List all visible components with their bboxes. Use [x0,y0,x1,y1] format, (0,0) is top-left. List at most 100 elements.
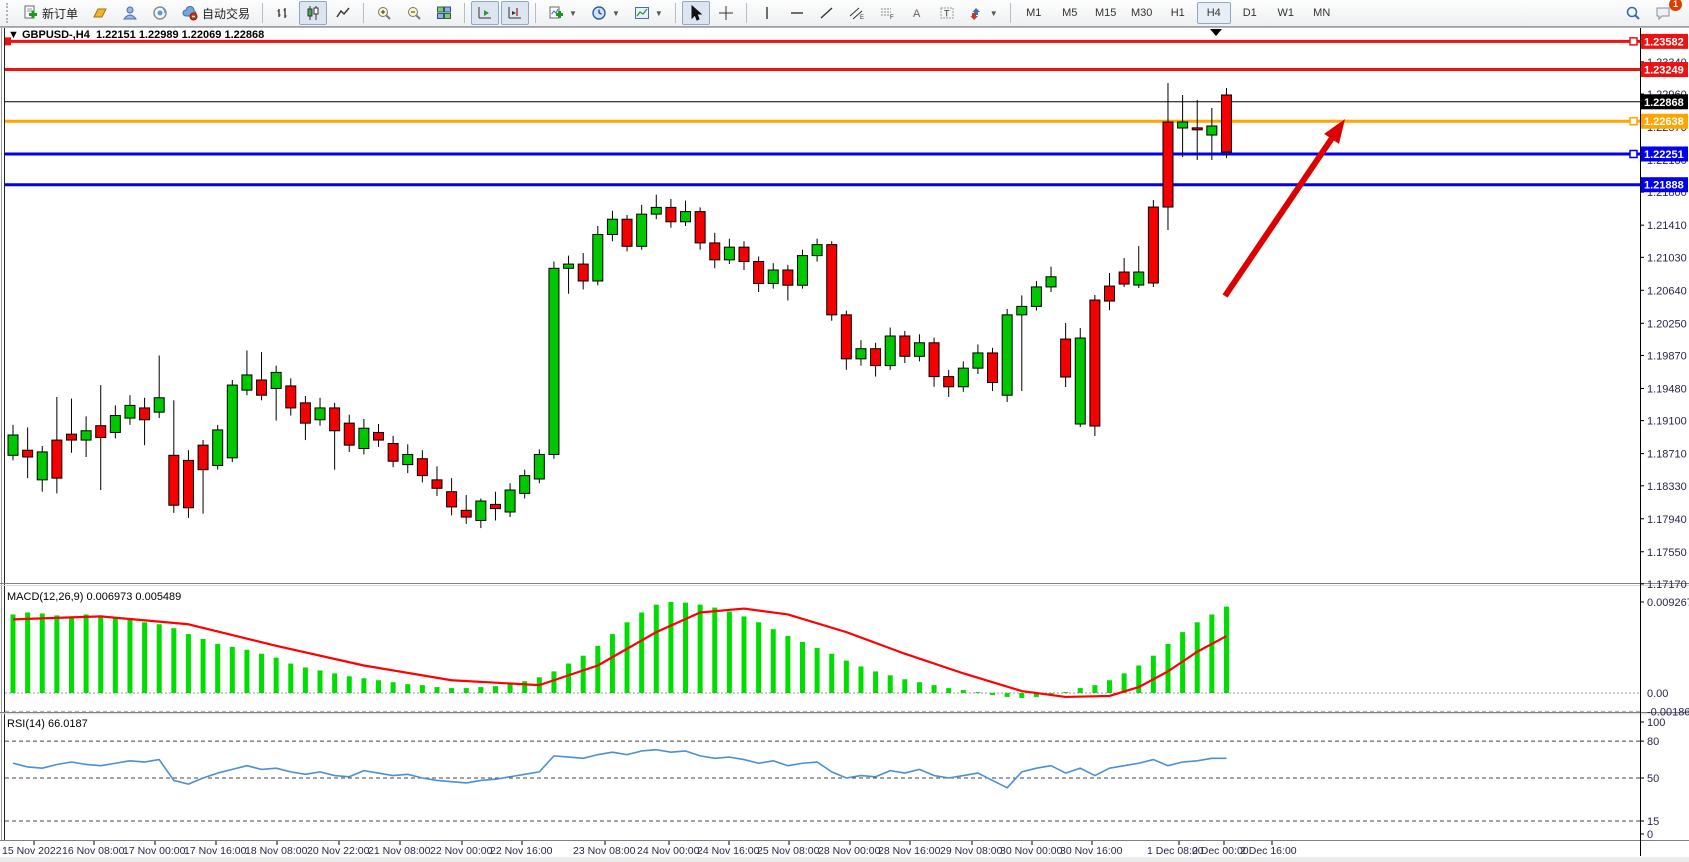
market-watch-button[interactable] [116,1,144,25]
zoom-in-button[interactable] [370,1,398,25]
level-line-handle[interactable] [1629,149,1638,159]
chart-canvas[interactable]: ▼ GBPUSD-,H4 1.22151 1.22989 1.22069 1.228… [0,27,1689,862]
auto-trading-icon [182,6,198,21]
price-badge-support-upper [1641,146,1688,162]
cursor-button[interactable] [681,1,710,25]
rsi-axis-label: 0 [1647,829,1653,841]
candle-body-bull [1133,271,1145,286]
tf-button-M1[interactable]: M1 [1026,7,1042,19]
candle-body-bear [738,246,750,263]
tf-button-M30[interactable]: M30 [1131,7,1153,19]
templates-icon [634,7,649,19]
tf-button-MN[interactable]: MN [1313,7,1331,19]
periods-button[interactable]: ▼ [585,1,626,25]
price-badge-resistance-upper [1641,33,1688,49]
price-tick-label: 1.20250 [1647,318,1687,330]
fibonacci-button[interactable]: F [873,1,901,25]
candle-body-bear [665,206,677,223]
crosshair-icon [718,6,733,20]
templates-button[interactable]: ▼ [628,1,669,25]
macd-label: MACD(12,26,9) 0.006973 0.005489 [7,591,181,603]
vertical-line-button[interactable] [753,1,781,25]
macd-histogram-bar [741,616,747,693]
macd-histogram-bar [244,649,250,693]
candle-body-bear [1104,285,1115,302]
price-tick-label: 1.19480 [1647,383,1687,395]
notifications-button[interactable]: 1 [1649,0,1682,25]
chart-shift-icon [508,7,522,19]
zoom-out-button[interactable] [400,1,428,25]
candle-body-bear [65,433,77,441]
price-badge-pivot-orange [1641,113,1688,129]
macd-histogram-bar [1107,680,1112,693]
candle-body-bull [109,415,121,433]
macd-histogram-bar [1209,614,1215,693]
chart-profiles-button[interactable] [86,1,114,25]
equidistant-channel-icon: E [849,7,864,21]
price-tick-label: 1.19100 [1647,416,1687,428]
macd-axis-min: -0.001865 [1647,706,1689,718]
candle-body-bull [1206,125,1218,136]
candle-body-bear [709,242,721,261]
macd-histogram-bar [770,629,776,693]
candlestick-chart-button[interactable] [299,1,328,25]
market-watch-icon [123,6,138,20]
horizontal-line-button[interactable] [783,1,811,25]
macd-histogram-bar [288,663,294,693]
navigator-button[interactable] [146,1,174,25]
collapse-triangle-icon[interactable]: ▼ [8,29,19,41]
tf-button-M15[interactable]: M15 [1095,7,1117,19]
toolbar-separator [745,3,747,23]
equidistant-channel-button[interactable]: E [843,1,871,25]
macd-histogram-bar [229,646,235,693]
notification-badge: 1 [1669,0,1682,11]
macd-histogram-bar [1194,622,1200,693]
trendline-button[interactable] [813,1,841,25]
arrows-button[interactable]: ▼ [963,1,1004,25]
macd-histogram-bar [376,680,381,693]
trend-arrow-line[interactable] [1222,137,1335,298]
tf-button-H1[interactable]: H1 [1170,7,1185,19]
auto-trading-button[interactable]: 自动交易 [176,1,256,25]
time-axis-label: 17 Nov 00:00 [123,845,186,857]
indicators-button[interactable]: ▼ [542,1,583,25]
level-line-handle[interactable] [1629,37,1638,46]
price-tick-label: 1.17550 [1647,547,1687,559]
macd-histogram-bar [595,645,601,693]
line-chart-button[interactable] [329,1,357,25]
text-label-button[interactable]: T [933,1,961,25]
text-button[interactable]: A [903,1,931,25]
candle-body-bear [139,407,151,421]
tf-button-D1[interactable]: D1 [1242,7,1257,19]
tf-button-W1[interactable]: W1 [1277,7,1294,19]
level-line-handle[interactable] [1629,116,1638,126]
bar-chart-button[interactable] [269,1,297,25]
macd-histogram-bar [975,692,981,694]
macd-histogram-bar [1063,692,1069,694]
tf-button-M5[interactable]: M5 [1062,7,1078,19]
candle-body-bull [1177,121,1189,129]
chart-shift-button[interactable] [501,1,530,25]
chart-area[interactable]: ▼ GBPUSD-,H4 1.22151 1.22989 1.22069 1.228… [0,27,1689,862]
top-triangle-marker[interactable] [1210,29,1222,36]
auto-scroll-button[interactable] [471,1,500,25]
toolbar-grip[interactable] [6,3,12,23]
rsi-axis-label: 50 [1647,773,1659,785]
rsi-axis-label: 15 [1647,816,1659,828]
candle-body-bull [1030,286,1042,307]
candle-body-bull [358,427,370,450]
macd-histogram-bar [142,622,148,693]
tile-windows-button[interactable] [430,1,458,25]
search-button[interactable] [1619,1,1647,25]
new-order-button[interactable]: 新订单 [16,1,84,25]
crosshair-button[interactable] [712,1,740,25]
trend-arrow-head[interactable] [1324,119,1345,144]
price-badge-label: 1.23582 [1644,36,1684,48]
candle-body-bear [95,425,107,439]
macd-histogram-bar [98,615,104,693]
tf-button-H4[interactable]: H4 [1196,2,1231,24]
toolbar-separator [674,3,676,23]
price-axis[interactable]: 1.233401.229601.225701.221801.218001.214… [1640,33,1688,591]
macd-histogram-bar [1136,665,1142,693]
